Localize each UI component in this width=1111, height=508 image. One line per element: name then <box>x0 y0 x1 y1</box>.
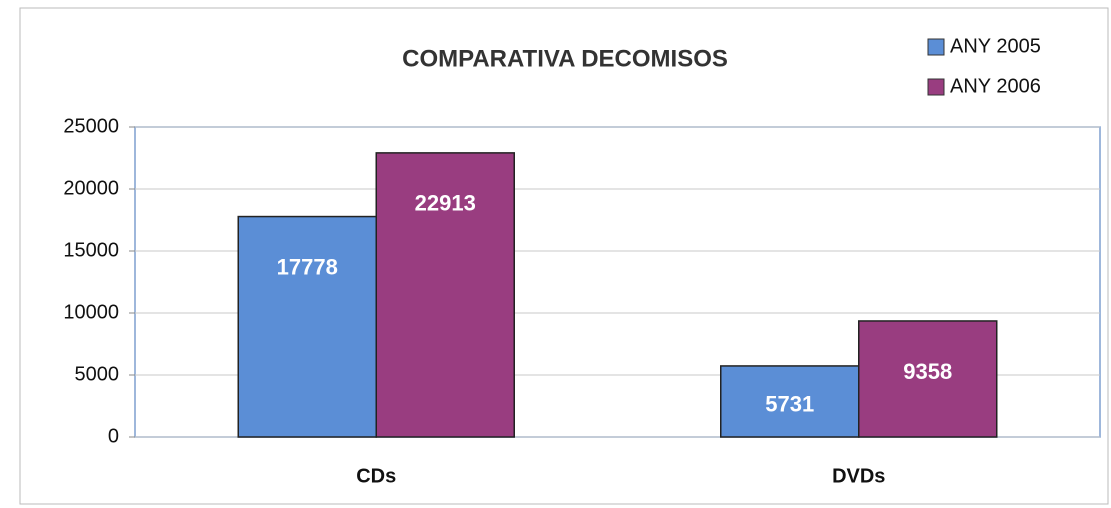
bar <box>375 152 515 438</box>
x-tick-label: DVDs <box>832 465 885 487</box>
legend-swatch <box>927 78 945 96</box>
y-tick-label: 25000 <box>63 115 119 137</box>
value-label: 17778 <box>277 254 338 279</box>
value-label: 9358 <box>903 359 952 384</box>
value-label: 5731 <box>765 391 814 416</box>
y-tick-label: 15000 <box>63 239 119 261</box>
bar <box>720 365 860 438</box>
legend-label: ANY 2005 <box>950 35 1041 57</box>
y-tick-label: 5000 <box>75 363 120 385</box>
legend-label: ANY 2006 <box>950 75 1041 97</box>
y-tick-label: 20000 <box>63 177 119 199</box>
y-tick-label: 0 <box>108 425 119 447</box>
value-label: 22913 <box>415 191 476 216</box>
bar <box>237 215 377 438</box>
legend-swatch <box>927 38 945 56</box>
chart-title: COMPARATIVA DECOMISOS <box>402 45 728 72</box>
x-tick-label: CDs <box>356 465 396 487</box>
y-tick-label: 10000 <box>63 301 119 323</box>
bar <box>858 320 998 438</box>
